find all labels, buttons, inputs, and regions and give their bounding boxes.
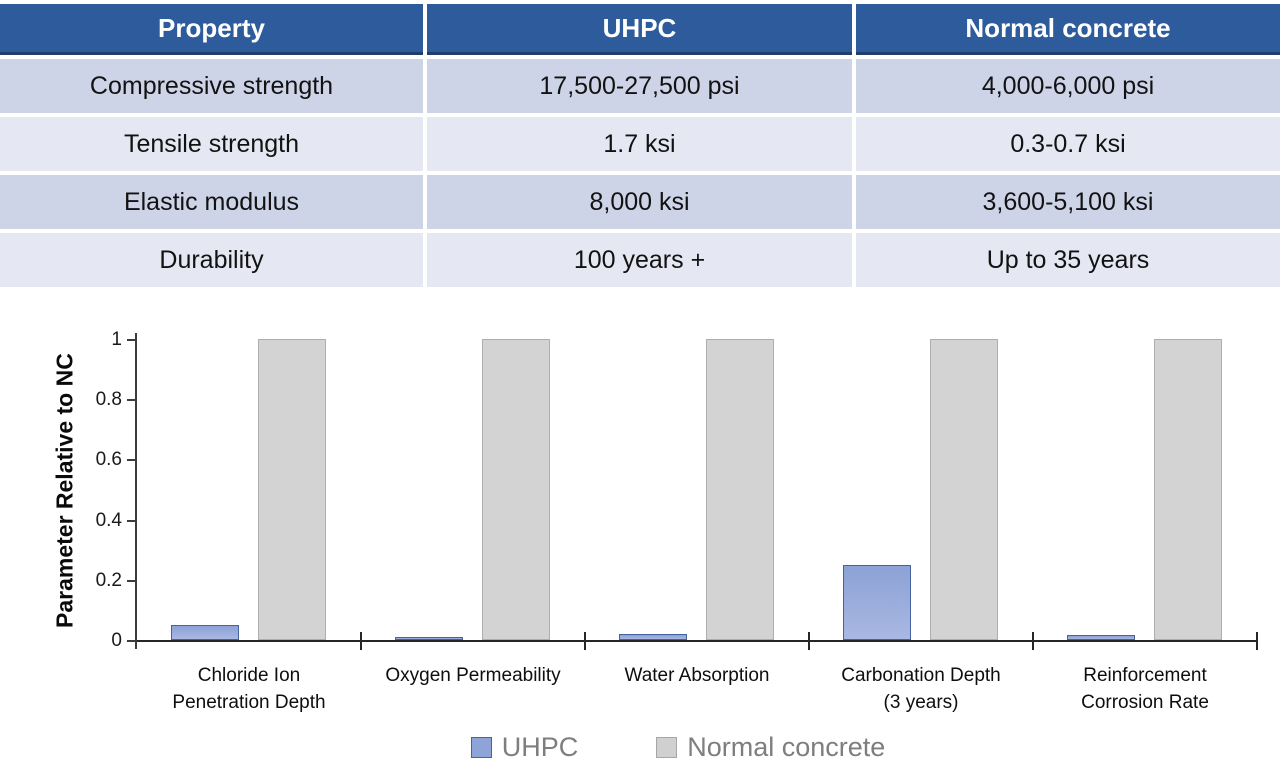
x-tick-mark: [360, 632, 362, 650]
table-cell: 3,600-5,100 ksi: [856, 175, 1280, 229]
table-cell: Up to 35 years: [856, 233, 1280, 287]
table-cell: Compressive strength: [0, 59, 423, 113]
category-label-line: Corrosion Rate: [1081, 692, 1209, 713]
y-axis-line: [135, 333, 137, 649]
category-label: Oxygen Permeability: [361, 662, 585, 689]
category-label: Carbonation Depth (3 years): [809, 662, 1033, 716]
legend-swatch-icon: [470, 737, 492, 758]
y-axis-title: Parameter Relative to NC: [51, 353, 78, 629]
category-label-line: Reinforcement: [1083, 665, 1207, 686]
y-tick-label: 0.2: [95, 570, 122, 591]
y-tick-label: 0.8: [95, 389, 122, 410]
y-tick-mark: [127, 520, 137, 522]
table-cell: 8,000 ksi: [427, 175, 852, 229]
y-tick-mark: [127, 339, 137, 341]
table-header-cell: UHPC: [427, 4, 852, 55]
category-label-line: Oxygen Permeability: [385, 665, 561, 686]
category-label-line: (3 years): [883, 692, 959, 713]
y-tick-label: 0.4: [95, 510, 122, 531]
table-cell: 0.3-0.7 ksi: [856, 117, 1280, 171]
legend-label: Normal concrete: [687, 732, 886, 762]
category-label-line: Penetration Depth: [172, 692, 326, 713]
category-label: Chloride Ion Penetration Depth: [137, 662, 361, 716]
table-header-cell: Property: [0, 4, 423, 55]
bar-uhpc-5: [1067, 635, 1135, 640]
table-cell: 100 years +: [427, 233, 852, 287]
legend-item: Normal concrete: [656, 732, 885, 763]
table-cell: Elastic modulus: [0, 175, 423, 229]
x-tick-mark: [1256, 632, 1258, 650]
x-tick-mark: [1032, 632, 1034, 650]
y-tick-mark: [127, 580, 137, 582]
y-tick-mark: [127, 399, 137, 401]
category-label: Water Absorption: [585, 662, 809, 689]
table-cell: Durability: [0, 233, 423, 287]
x-axis-line: [135, 640, 1257, 642]
y-tick-mark: [127, 640, 137, 642]
bar-normal-concrete-1: [258, 339, 326, 640]
table-cell: 17,500-27,500 psi: [427, 59, 852, 113]
bar-normal-concrete-3: [706, 339, 774, 640]
table-header-cell: Normal concrete: [856, 4, 1280, 55]
category-label-line: Carbonation Depth: [841, 665, 1001, 686]
y-tick-label: 0.6: [95, 449, 122, 470]
bar-normal-concrete-2: [482, 339, 550, 640]
y-tick-mark: [127, 459, 137, 461]
bar-normal-concrete-4: [930, 339, 998, 640]
bar-uhpc-2: [395, 637, 463, 640]
legend-label: UHPC: [501, 732, 579, 762]
bar-uhpc-1: [171, 625, 239, 640]
x-tick-mark: [584, 632, 586, 650]
category-label-line: Chloride Ion: [197, 665, 301, 686]
table-cell: 4,000-6,000 psi: [856, 59, 1280, 113]
category-label: Reinforcement Corrosion Rate: [1033, 662, 1257, 716]
bar-normal-concrete-5: [1154, 339, 1222, 640]
bar-uhpc-4: [843, 565, 911, 640]
table-cell: Tensile strength: [0, 117, 423, 171]
x-tick-mark: [808, 632, 810, 650]
y-tick-label: 0: [111, 630, 122, 651]
y-tick-label: 1: [111, 329, 122, 350]
legend-swatch-icon: [656, 737, 678, 758]
table-cell: 1.7 ksi: [427, 117, 852, 171]
category-label-line: Water Absorption: [624, 665, 770, 686]
legend-item: UHPC: [470, 732, 579, 763]
bar-uhpc-3: [619, 634, 687, 640]
comparison-table: Property UHPC Normal concrete Compressive s…: [0, 4, 1280, 287]
chart-legend: UHPC Normal concrete: [38, 732, 1280, 763]
bar-chart: Parameter Relative to NC UHPC Normal conc…: [0, 292, 1280, 783]
